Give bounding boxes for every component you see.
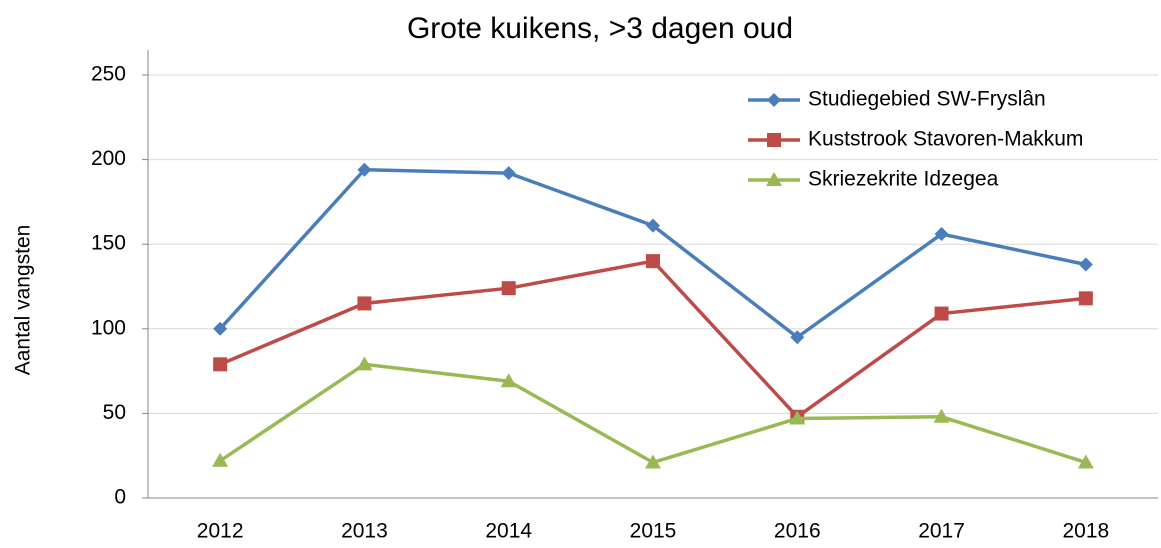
marker	[501, 281, 516, 296]
x-tick-label: 2015	[630, 520, 677, 543]
marker	[646, 254, 660, 269]
y-tick-label: 150	[91, 232, 126, 255]
marker	[357, 296, 372, 311]
x-tick-label: 2013	[341, 520, 388, 543]
y-tick-label: 200	[91, 147, 126, 170]
y-axis-label: Aantal vangsten	[12, 225, 35, 376]
chart-title: Grote kuikens, >3 dagen oud	[407, 12, 793, 45]
marker	[1078, 291, 1093, 306]
y-tick-label: 50	[103, 401, 126, 424]
y-tick-label: 0	[114, 486, 126, 509]
marker	[767, 133, 781, 147]
legend-label: Skriezekrite Idzegea	[808, 168, 999, 191]
x-tick-label: 2016	[774, 520, 821, 543]
marker	[934, 227, 949, 242]
x-tick-label: 2012	[197, 520, 244, 543]
marker	[790, 330, 805, 345]
legend-label: Studiegebied SW-Fryslân	[808, 88, 1046, 111]
x-tick-label: 2014	[485, 520, 532, 543]
marker	[789, 410, 806, 425]
x-tick-label: 2018	[1062, 520, 1109, 543]
marker	[934, 306, 949, 321]
y-tick-label: 250	[91, 63, 126, 86]
marker	[212, 452, 229, 467]
marker	[501, 166, 516, 181]
marker	[500, 373, 517, 388]
marker	[767, 93, 781, 107]
marker	[646, 218, 660, 233]
marker	[766, 172, 782, 186]
marker	[645, 454, 661, 469]
marker	[1078, 257, 1093, 272]
series-line	[219, 259, 1087, 419]
marker	[1077, 454, 1094, 469]
marker	[213, 357, 228, 372]
marker	[213, 321, 228, 336]
x-tick-label: 2017	[918, 520, 965, 543]
marker	[933, 408, 950, 423]
marker	[356, 356, 373, 371]
legend-label: Kuststrook Stavoren-Makkum	[808, 128, 1083, 151]
marker	[357, 162, 372, 177]
y-tick-label: 100	[91, 316, 126, 339]
